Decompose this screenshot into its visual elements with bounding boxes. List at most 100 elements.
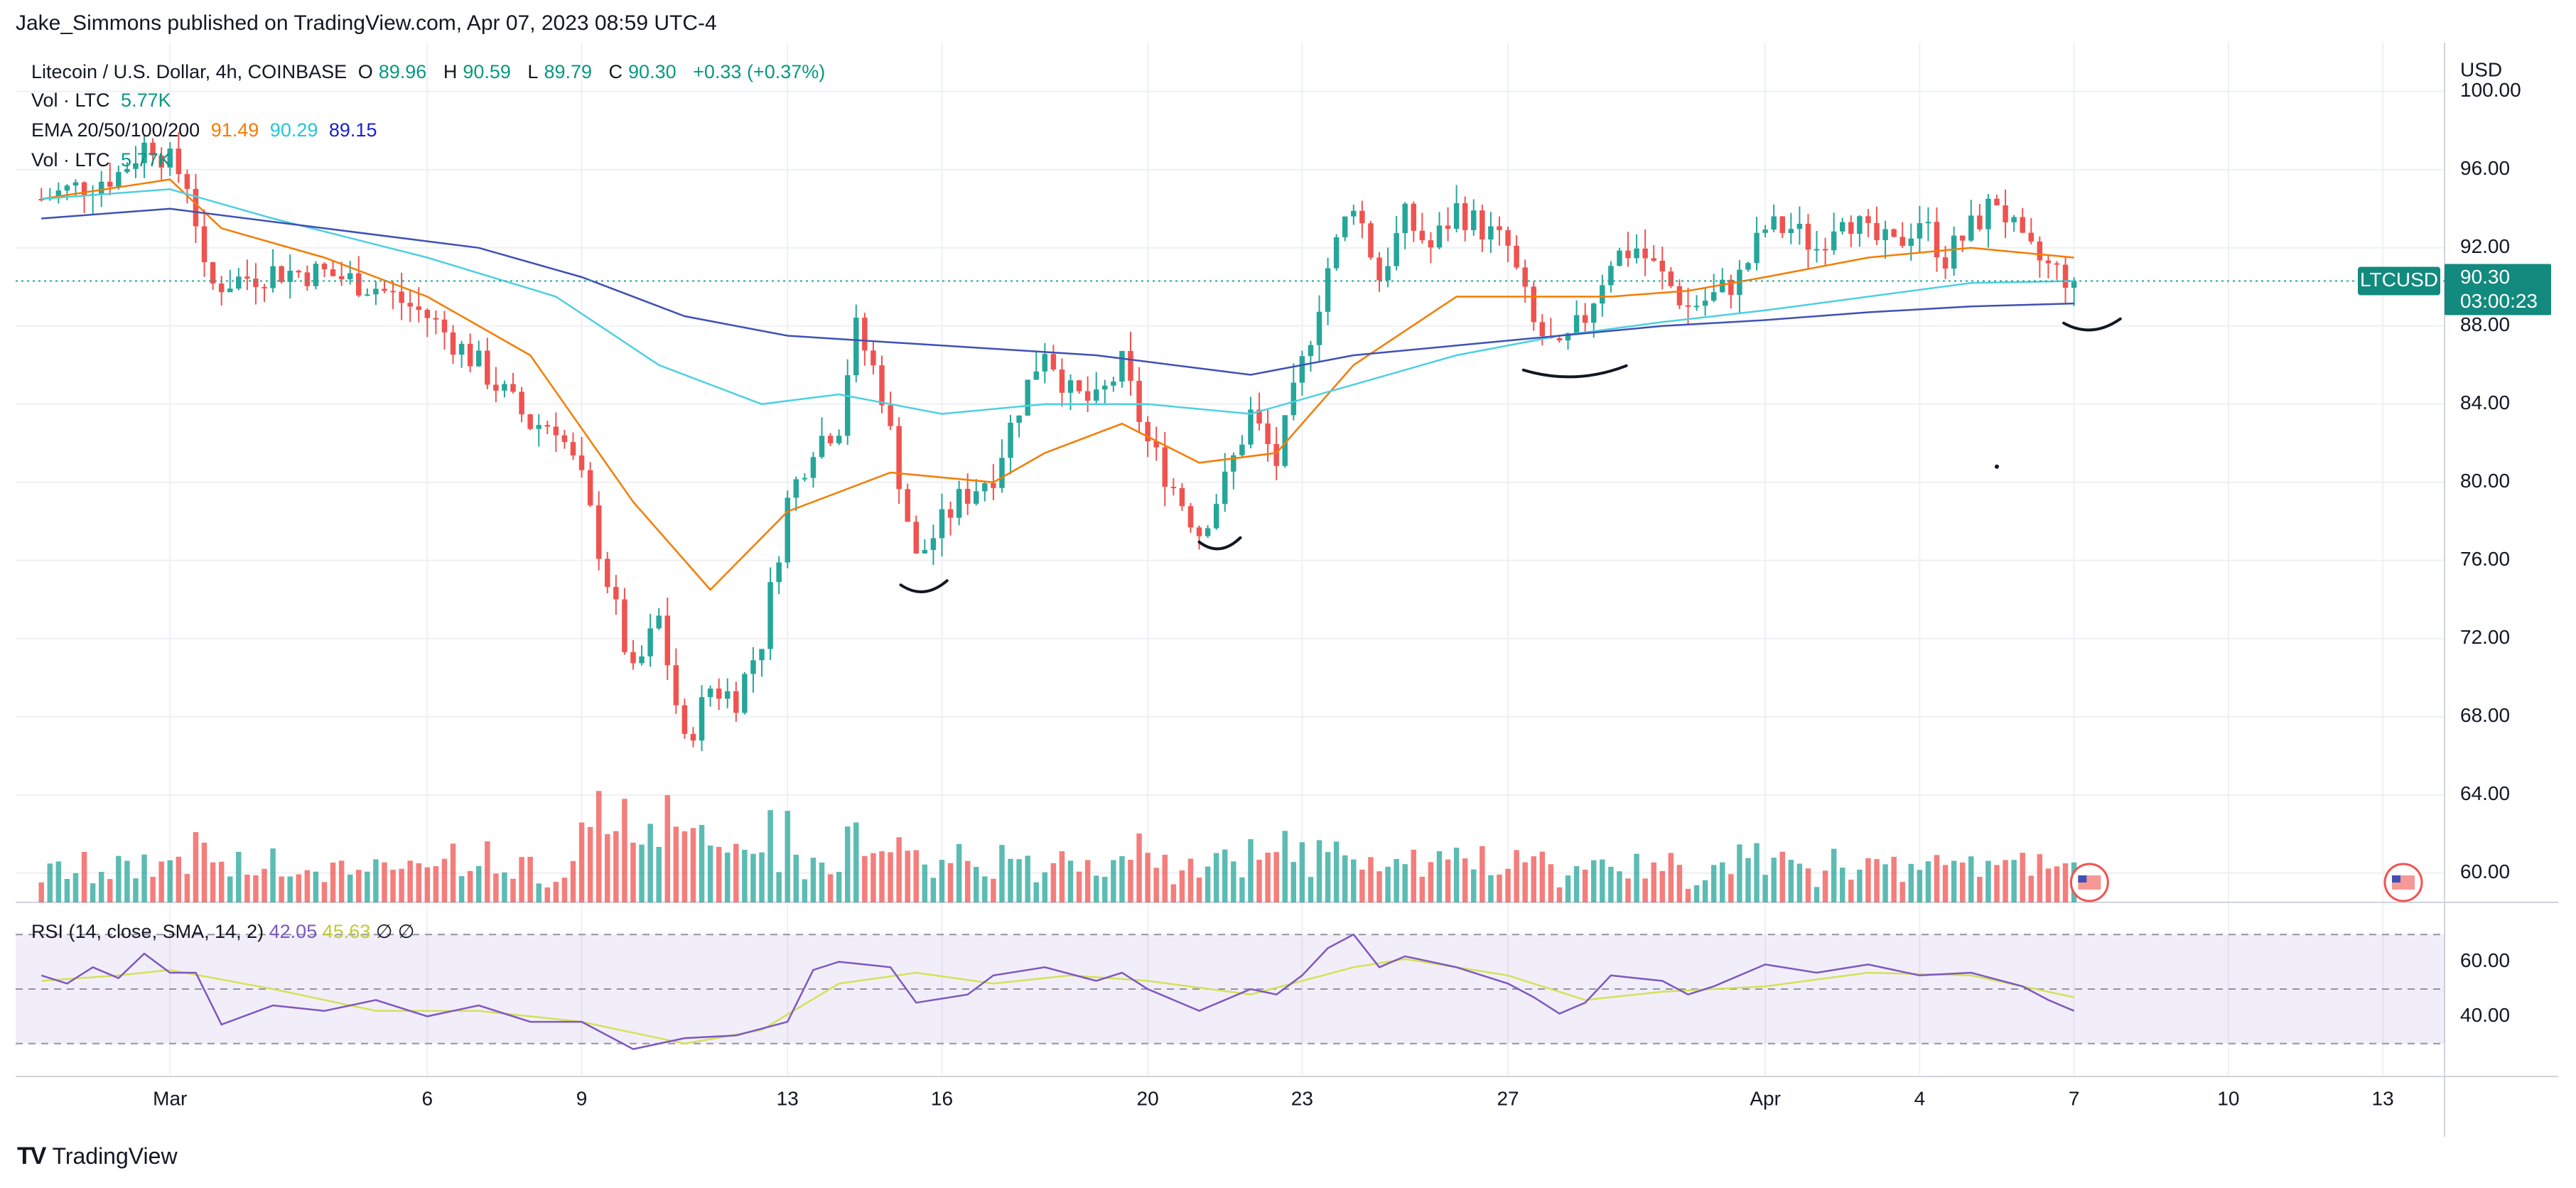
volume-bar bbox=[236, 851, 242, 902]
x-tick-label: 6 bbox=[422, 1087, 433, 1109]
volume-bar bbox=[1668, 853, 1674, 902]
volume-bar bbox=[124, 860, 130, 902]
ema100-value: 89.15 bbox=[328, 119, 377, 141]
volume-bar bbox=[930, 878, 937, 902]
volume-bar bbox=[1016, 859, 1022, 902]
volume-bar bbox=[1111, 860, 1116, 902]
volume-bar bbox=[947, 863, 954, 902]
volume-bar bbox=[510, 878, 516, 902]
candle-body bbox=[819, 436, 825, 458]
volume-bar bbox=[1325, 852, 1331, 902]
countdown-text: 03:00:23 bbox=[2460, 290, 2538, 312]
candle-body bbox=[1419, 230, 1426, 241]
candle-body bbox=[450, 332, 456, 355]
volume-bar bbox=[1067, 860, 1074, 902]
candle-body bbox=[1659, 260, 1666, 272]
volume-bar bbox=[1497, 874, 1502, 902]
candle-body bbox=[458, 343, 465, 355]
candle-body bbox=[1325, 268, 1331, 312]
candle-body bbox=[1840, 222, 1845, 232]
candle-body bbox=[2028, 232, 2035, 242]
candle-body bbox=[1917, 223, 1923, 239]
volume-bar bbox=[2037, 854, 2043, 902]
candle-body bbox=[356, 273, 362, 296]
candle-body bbox=[1462, 202, 1468, 230]
candle-body bbox=[905, 489, 910, 522]
candle-body bbox=[1145, 421, 1150, 442]
candle-body bbox=[244, 276, 250, 279]
volume-bar bbox=[1608, 866, 1614, 902]
candle-body bbox=[716, 688, 722, 699]
candle-body bbox=[1720, 279, 1725, 293]
x-tick-label: Apr bbox=[1750, 1087, 1781, 1109]
volume-bar bbox=[1153, 868, 1159, 902]
tradingview-logo-icon: TV bbox=[17, 1143, 46, 1170]
candle-body bbox=[176, 148, 182, 174]
candle-body bbox=[2037, 241, 2043, 261]
candle-body bbox=[956, 489, 962, 518]
support-arc bbox=[899, 579, 949, 593]
last-price-tag bbox=[2445, 264, 2551, 315]
volume-bar bbox=[578, 822, 585, 902]
volume-bar bbox=[1119, 855, 1125, 902]
volume-bar bbox=[1590, 860, 1597, 902]
ema100-line bbox=[41, 207, 2074, 376]
candle-body bbox=[236, 276, 242, 289]
candle-body bbox=[1359, 210, 1365, 224]
candle-body bbox=[862, 318, 868, 351]
volume-bar bbox=[1865, 858, 1871, 902]
candle-body bbox=[673, 665, 679, 706]
legend-volume-row-2[interactable]: Vol · LTC 5.77K bbox=[31, 149, 177, 171]
volume-bar bbox=[991, 878, 996, 902]
candle-body bbox=[304, 272, 311, 286]
candle-body bbox=[802, 477, 808, 480]
symbol-name[interactable]: Litecoin / U.S. Dollar, 4h, COINBASE bbox=[31, 61, 347, 82]
rsi-tick-label: 40.00 bbox=[2460, 1004, 2510, 1026]
volume-bar bbox=[467, 870, 473, 902]
volume-bar bbox=[716, 846, 722, 902]
candle-body bbox=[853, 318, 859, 376]
y-tick-label: 100.00 bbox=[2460, 79, 2521, 101]
volume-value-2: 5.77K bbox=[121, 149, 171, 171]
volume-bar bbox=[810, 858, 817, 902]
candle-body bbox=[416, 306, 421, 310]
volume-bar bbox=[630, 843, 636, 902]
volume-bar bbox=[493, 873, 499, 902]
ohlc-change: +0.33 (+0.37%) bbox=[693, 61, 826, 82]
candle-body bbox=[475, 350, 482, 367]
rsi-label: RSI (14, close, SMA, 14, 2) bbox=[31, 921, 264, 942]
volume-bar bbox=[1248, 839, 1254, 902]
rsi-line bbox=[41, 933, 2075, 1050]
candle-body bbox=[1008, 422, 1013, 458]
candle-body bbox=[399, 291, 404, 303]
candle-body bbox=[1299, 356, 1305, 383]
x-tick-label: 13 bbox=[2372, 1087, 2394, 1109]
volume-bar bbox=[1925, 861, 1931, 902]
legend-volume-row[interactable]: Vol · LTC 5.77K bbox=[31, 90, 177, 112]
volume-bar bbox=[2020, 853, 2025, 902]
support-arc bbox=[1197, 536, 1242, 551]
candle-body bbox=[1265, 423, 1271, 445]
candle-body bbox=[1316, 311, 1322, 345]
legend-ema-row[interactable]: EMA 20/50/100/200 91.49 90.29 89.15 bbox=[31, 119, 382, 141]
volume-bar bbox=[1359, 869, 1365, 902]
candle-body bbox=[930, 538, 937, 551]
candle-body bbox=[1891, 229, 1897, 237]
candle-body bbox=[184, 173, 190, 189]
volume-bar bbox=[1531, 856, 1536, 902]
volume-bar bbox=[47, 863, 53, 902]
rsi-legend[interactable]: RSI (14, close, SMA, 14, 2) 42.05 45.63 … bbox=[31, 921, 414, 943]
x-tick-label: 16 bbox=[931, 1087, 953, 1109]
candle-body bbox=[1908, 238, 1914, 247]
candle-body bbox=[810, 457, 817, 478]
volume-bar bbox=[776, 872, 782, 902]
candle-body bbox=[750, 660, 756, 674]
candle-body bbox=[578, 455, 585, 470]
candle-body bbox=[321, 264, 328, 270]
candle-body bbox=[1642, 248, 1648, 259]
volume-bar bbox=[1814, 887, 1820, 902]
volume-bar bbox=[1917, 870, 1923, 902]
symbol-price-tag bbox=[2358, 266, 2440, 296]
volume-bar bbox=[1676, 865, 1683, 902]
